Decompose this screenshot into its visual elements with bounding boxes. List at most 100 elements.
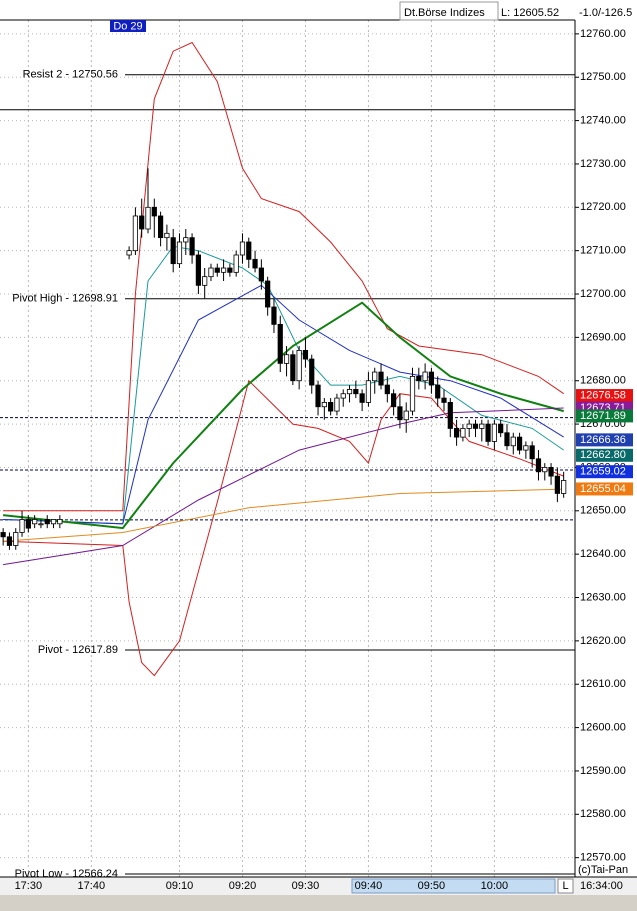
candle-body [554, 475, 560, 494]
candle-body [38, 523, 44, 526]
price-tag [576, 433, 633, 447]
candle-body [132, 215, 139, 252]
candle-body [353, 389, 359, 395]
candle-body [542, 467, 548, 473]
candle-body [252, 258, 258, 269]
candle-body [258, 267, 264, 282]
x-tick-label: 17:40 [78, 880, 106, 892]
candle-body [176, 241, 183, 265]
change: -1.0/-126.5 [579, 7, 632, 19]
y-tick-label: 12640.00 [580, 548, 626, 560]
candle-body [315, 384, 321, 408]
y-tick-label: 12610.00 [580, 678, 626, 690]
candle-body [359, 393, 365, 403]
candle-body [283, 354, 290, 364]
x-tick-label: 09:30 [292, 880, 320, 892]
candle-body [126, 250, 132, 256]
y-tick-label: 12750.00 [580, 71, 626, 83]
candle-body [208, 267, 214, 278]
indicator-line [2, 301, 564, 530]
candle-body [346, 389, 353, 395]
candle-body [239, 241, 246, 256]
price-tag [576, 448, 633, 462]
candle-body [290, 354, 296, 382]
candle-body [504, 432, 510, 447]
indicator-line [3, 488, 564, 542]
candle-body [214, 267, 220, 273]
candle-body [6, 536, 13, 546]
candle-body [365, 380, 372, 403]
copyright-box [576, 864, 636, 876]
candle-body [151, 206, 157, 217]
day-label-box [110, 20, 146, 32]
candle-body [309, 358, 315, 386]
status-bar [0, 895, 637, 911]
y-tick-label: 12620.00 [580, 635, 626, 647]
candle-body [523, 445, 529, 451]
level-label: Pivot - 12617.89 [38, 644, 118, 656]
candle-body [183, 237, 189, 243]
candle-body [378, 371, 384, 386]
price-tag [576, 409, 633, 423]
y-axis: 12570.00 12580.00 12590.00 12600.00 12610.00… [575, 28, 633, 864]
y-tick-label: 12650.00 [580, 505, 626, 517]
candle-body [397, 406, 403, 421]
level-label: Resist 2 - 12750.56 [23, 69, 118, 81]
y-tick-label: 12600.00 [580, 721, 626, 733]
price-tag-label: 12671.89 [580, 410, 626, 422]
price-tag-label: 12676.58 [580, 389, 626, 401]
current-time: 16:34:00 [580, 880, 623, 892]
candle-body [340, 393, 346, 399]
scroll-button[interactable] [557, 878, 574, 894]
candle-body [296, 349, 302, 382]
price-tag [576, 465, 633, 479]
price-tag [576, 389, 633, 403]
candle-body [498, 423, 504, 434]
candle-body [202, 276, 208, 286]
indicator-line [3, 284, 564, 525]
candle-body [453, 428, 460, 438]
candle-body [164, 232, 170, 239]
exchange-box [399, 1, 499, 21]
candle-body [561, 480, 567, 494]
candle-body [485, 423, 491, 442]
y-tick-label: 12570.00 [580, 852, 626, 864]
candle-body [277, 323, 283, 364]
y-tick-label: 12700.00 [580, 288, 626, 300]
y-tick-label: 12710.00 [580, 245, 626, 257]
candle-body [50, 519, 57, 525]
candle-body [391, 393, 397, 408]
candle-body [334, 397, 340, 412]
day-label: Do 29 [113, 20, 142, 32]
indicator-line [3, 41, 564, 512]
candle-body [535, 458, 542, 473]
candle-body [271, 306, 277, 325]
copyright: (c)Tai-Pan [578, 864, 628, 876]
candle-body [0, 532, 6, 538]
candle-body [25, 519, 31, 529]
candle-body [422, 371, 428, 382]
y-tick-label: 12630.00 [580, 591, 626, 603]
y-tick-label: 12690.00 [580, 331, 626, 343]
candle-body [145, 206, 151, 230]
price-tag-label: 12666.36 [580, 434, 626, 446]
low-price: L: 12605.52 [501, 7, 559, 19]
x-tick-label: 09:40 [355, 880, 383, 892]
scroll-label[interactable]: L [562, 880, 568, 892]
candle-body [479, 423, 485, 429]
candle-body [195, 254, 201, 286]
candle-body [139, 215, 145, 230]
candle-body [441, 397, 447, 403]
scrollbar[interactable] [351, 878, 556, 894]
candle-body [19, 519, 25, 533]
candle-body [435, 384, 441, 399]
candle-body [516, 436, 523, 451]
candle-body [170, 237, 176, 265]
y-tick-label: 12580.00 [580, 808, 626, 820]
candle-body [510, 436, 516, 447]
candle-body [13, 532, 19, 546]
y-tick-label: 12720.00 [580, 201, 626, 213]
